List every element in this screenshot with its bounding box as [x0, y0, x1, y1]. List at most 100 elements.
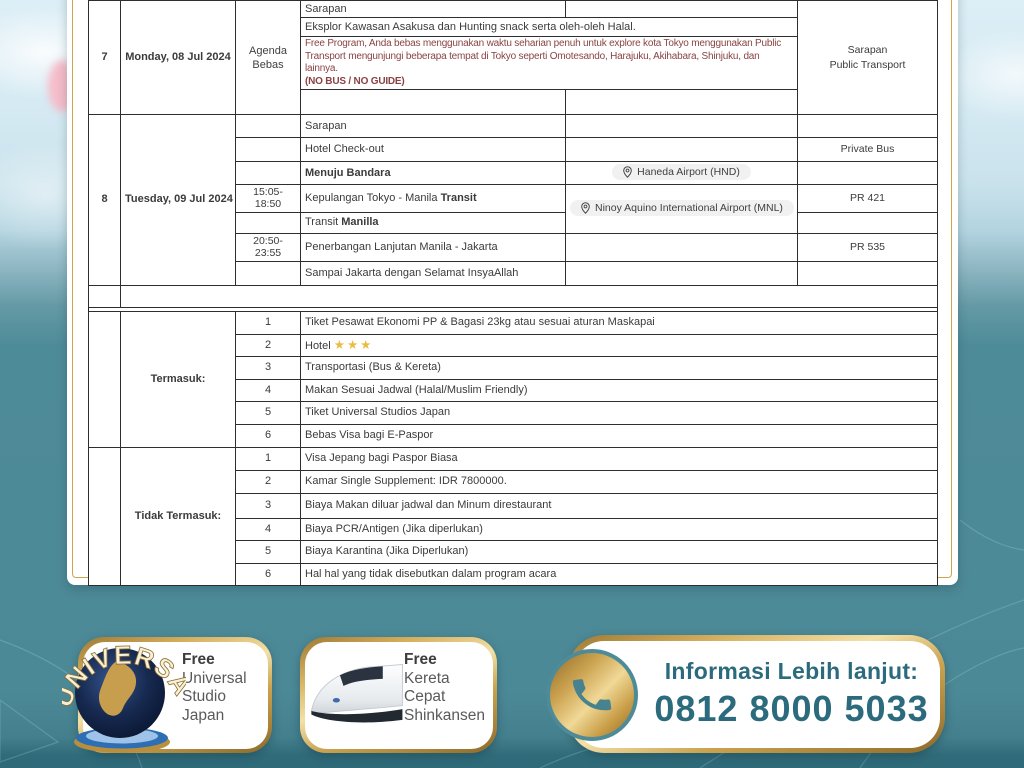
badge-line: Universal: [182, 669, 247, 687]
phone-icon: [572, 679, 612, 711]
transport-cell: PR 421: [797, 184, 938, 213]
location-cell: [565, 232, 798, 262]
universal-globe-image: UNIVERSAL: [62, 641, 186, 753]
hotel-stars: ★★★: [333, 337, 374, 352]
spacer-row: [88, 307, 938, 311]
time-cell: [235, 211, 301, 234]
item-text-cell: Biaya Karantina (Jika Diperlukan): [300, 539, 938, 564]
day-number-cell: 7: [88, 0, 121, 115]
item-number-cell: 2: [235, 333, 301, 357]
activity-text: Transit: [305, 216, 342, 229]
divider-band-row: [88, 284, 938, 308]
contact-badge: Informasi Lebih lanjut: 0812 8000 5033: [546, 635, 945, 753]
item-text-cell: Visa Jepang bagi Paspor Biasa: [300, 446, 938, 471]
table-row: 7 Monday, 08 Jul 2024 Agenda Bebas Sarap…: [88, 0, 938, 115]
free-program-note-cell: Free Program, Anda bebas menggunakan wak…: [300, 36, 798, 90]
transport-line: Public Transport: [829, 58, 906, 71]
transport-cell: PR 535: [797, 232, 938, 262]
table-row: Free Program, Anda bebas menggunakan wak…: [89, 36, 938, 90]
item-text-cell: Kamar Single Supplement: IDR 7800000.: [300, 469, 938, 494]
item-number-cell: 1: [235, 446, 301, 471]
transport-cell: [797, 260, 938, 286]
empty-cell: [88, 446, 121, 586]
item-text: Hotel: [305, 339, 334, 352]
transport-line: Sarapan: [847, 43, 888, 56]
item-text-cell: Makan Sesuai Jadwal (Halal/Muslim Friend…: [300, 378, 938, 402]
table-row: 5 Tiket Universal Studios Japan: [89, 400, 938, 425]
table-row: 5 Biaya Karantina (Jika Diperlukan): [89, 539, 938, 564]
badge-text: Free Universal Studio Japan: [182, 651, 247, 725]
time-cell: 20:50-23:55: [235, 232, 301, 262]
activity-cell: Sampai Jakarta dengan Selamat InsyaAllah: [300, 260, 566, 286]
badge-line: Cepat: [404, 688, 446, 705]
badge-text: Free Kereta Cepat Shinkansen: [404, 651, 485, 725]
itinerary-table: 7 Monday, 08 Jul 2024 Agenda Bebas Sarap…: [88, 0, 938, 586]
universal-studio-badge: UNIVERSAL Free Universal Studio Japan: [62, 637, 272, 753]
activity-bold-text: Transit: [440, 191, 477, 204]
transport-cell: [797, 114, 938, 138]
activity-cell: Menuju Bandara: [300, 161, 566, 185]
contact-phone-number: 0812 8000 5033: [654, 688, 929, 729]
table-row: 3 Biaya Makan diluar jadwal dan Minum di…: [89, 492, 938, 519]
divider-band: [88, 284, 121, 308]
item-number-cell: 2: [235, 469, 301, 494]
item-number-cell: 4: [235, 517, 301, 541]
badge-line: Shinkansen: [404, 706, 486, 724]
table-row: 8 Tuesday, 09 Jul 2024 Sarapan: [88, 114, 938, 286]
date-cell: Tuesday, 09 Jul 2024: [120, 114, 236, 286]
time-cell: [235, 260, 301, 286]
item-text-cell: Hal hal yang tidak disebutkan dalam prog…: [300, 562, 938, 586]
item-text-cell: Hotel ★★★: [300, 333, 938, 357]
location-cell: [565, 0, 798, 18]
contact-label: Informasi Lebih lanjut:: [664, 658, 919, 684]
table-row: 2 Kamar Single Supplement: IDR 7800000.: [89, 469, 938, 494]
table-row: 6 Bebas Visa bagi E-Paspor: [89, 423, 938, 448]
badge-line: Kereta: [404, 669, 450, 687]
item-number-cell: 5: [235, 400, 301, 425]
item-text-cell: Tiket Pesawat Ekonomi PP & Bagasi 23kg a…: [300, 310, 938, 335]
transport-cell: Sarapan Public Transport: [797, 0, 938, 115]
item-text-cell: Bebas Visa bagi E-Paspor: [300, 423, 938, 448]
included-label-cell: Termasuk:: [120, 310, 236, 448]
table-row: 3 Transportasi (Bus & Kereta): [89, 355, 938, 380]
location-cell: [565, 89, 798, 115]
table-row: 20:50-23:55 Penerbangan Lanjutan Manila …: [89, 232, 938, 262]
item-number-cell: 4: [235, 378, 301, 402]
table-row: Eksplor Kawasan Asakusa dan Hunting snac…: [89, 17, 938, 37]
item-number-cell: 6: [235, 562, 301, 586]
table-row: Transit Manilla: [89, 211, 938, 234]
item-text-cell: Transportasi (Bus & Kereta): [300, 355, 938, 380]
activity-text: Kepulangan Tokyo - Manila: [305, 191, 441, 204]
activity-cell: Eksplor Kawasan Asakusa dan Hunting snac…: [300, 17, 798, 37]
table-row: Menuju Bandara Haneda Airport (HND): [89, 161, 938, 185]
item-number-cell: 6: [235, 423, 301, 448]
location-cell: Haneda Airport (HND): [565, 161, 798, 185]
agenda-cell: Agenda Bebas: [235, 0, 301, 115]
item-number-cell: 1: [235, 310, 301, 335]
empty-cell: [88, 310, 121, 448]
time-cell: 15:05-18:50: [235, 184, 301, 213]
excluded-label-cell: Tidak Termasuk:: [120, 446, 236, 586]
time-cell: [235, 114, 301, 138]
date-cell: Monday, 08 Jul 2024: [120, 0, 236, 115]
activity-cell: Sarapan: [300, 0, 566, 18]
badge-title: Free: [404, 651, 437, 668]
day-number-cell: 8: [88, 114, 121, 286]
phone-icon-circle: [546, 649, 638, 741]
location-pin-icon: [623, 166, 632, 179]
shinkansen-badge: Free Kereta Cepat Shinkansen: [300, 637, 497, 753]
location-pin-icon: [581, 202, 590, 214]
activity-cell: Kepulangan Tokyo - Manila Transit: [300, 184, 566, 213]
time-cell: [235, 161, 301, 185]
table-row: [89, 89, 938, 115]
activity-cell: Penerbangan Lanjutan Manila - Jakarta: [300, 232, 566, 262]
location-text: Ninoy Aquino International Airport (MNL): [595, 201, 783, 214]
activity-cell: Hotel Check-out: [300, 137, 566, 162]
activity-cell: Sarapan: [300, 114, 566, 138]
location-cell: [565, 137, 798, 162]
table-row: 15:05-18:50 Kepulangan Tokyo - Manila Tr…: [89, 184, 938, 234]
item-number-cell: 3: [235, 355, 301, 380]
badge-line: Japan: [182, 706, 225, 724]
transport-cell: [797, 161, 938, 185]
